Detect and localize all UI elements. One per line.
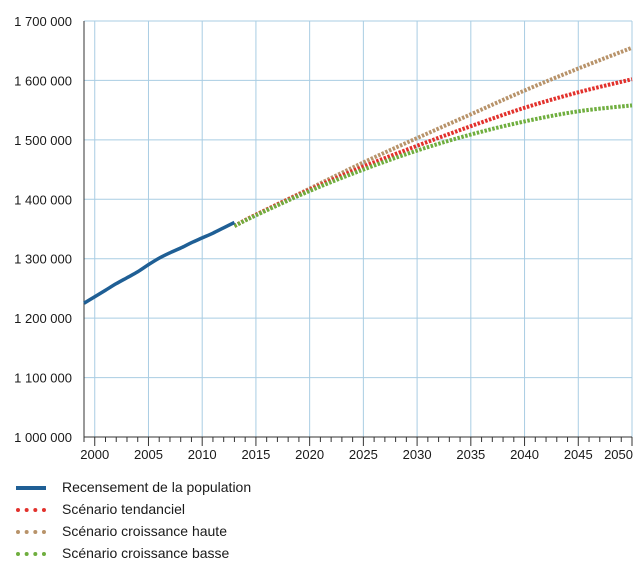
x-tick-label: 2025 (349, 447, 378, 462)
series-lines (83, 45, 633, 305)
y-tick-label: 1 600 000 (14, 73, 72, 88)
x-tick-label: 2030 (403, 447, 432, 462)
grid-lines (84, 20, 633, 437)
y-tick-label: 1 200 000 (14, 311, 72, 326)
x-tick-label: 2020 (295, 447, 324, 462)
y-tick-label: 1 400 000 (14, 192, 72, 207)
legend-swatch (16, 486, 46, 490)
x-tick-label: 2045 (564, 447, 593, 462)
x-tick-label: 2040 (510, 447, 539, 462)
series-line-4 (233, 103, 633, 228)
y-tick-label: 1 700 000 (14, 14, 72, 29)
plot-area (84, 21, 632, 437)
x-tick-label: 2000 (80, 447, 109, 462)
legend-label: Scénario tendanciel (62, 501, 185, 517)
legend-label: Scénario croissance haute (62, 523, 227, 539)
x-tick-label: 2005 (134, 447, 163, 462)
x-tick-label: 2050 (604, 447, 633, 462)
y-tick-label: 1 000 000 (14, 430, 72, 445)
series-line-3 (233, 45, 633, 228)
y-tick-label: 1 100 000 (14, 371, 72, 386)
y-tick-label: 1 300 000 (14, 252, 72, 267)
x-tick-label: 2015 (241, 447, 270, 462)
legend-swatch (16, 508, 46, 512)
x-tick-label: 2010 (188, 447, 217, 462)
axes (83, 21, 633, 446)
series-line-1 (83, 220, 236, 305)
x-tick-label: 2035 (456, 447, 485, 462)
y-tick-label: 1 500 000 (14, 133, 72, 148)
tick-labels: 1 000 000 1 100 000 1 200 000 1 300 000 1 40… (14, 14, 633, 462)
legend-label: Recensement de la population (62, 479, 252, 495)
legend-label: Scénario croissance basse (62, 545, 230, 561)
legend-swatch (16, 552, 46, 556)
legend-swatch (16, 530, 46, 534)
series-line-2 (233, 77, 633, 228)
